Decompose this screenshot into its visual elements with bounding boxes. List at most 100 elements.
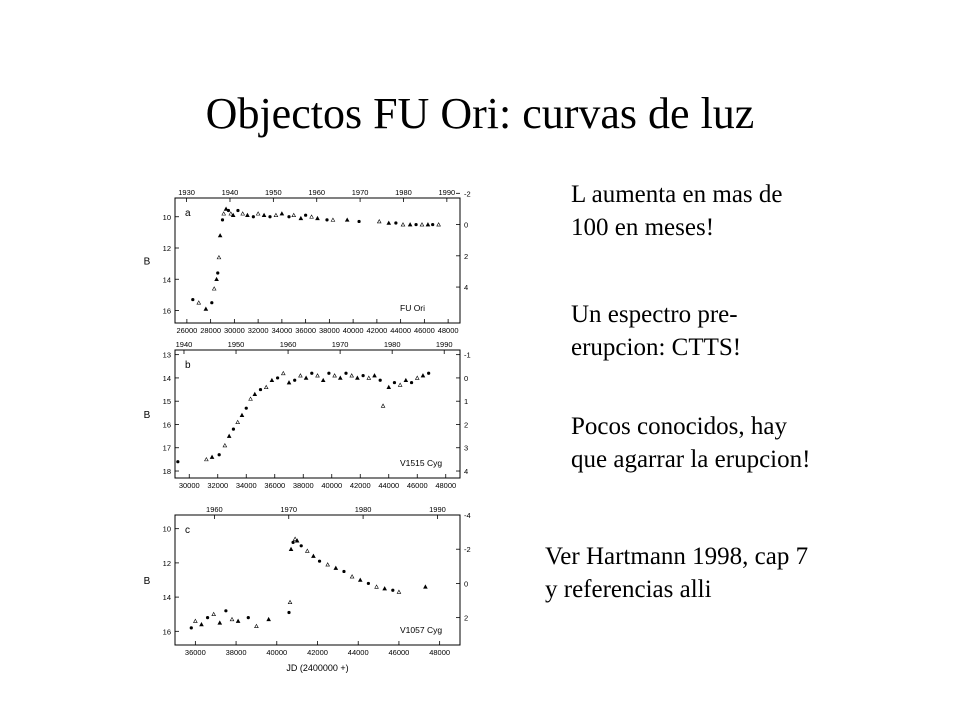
y-tick-label: 16 (163, 627, 171, 636)
y2-tick-label: -2 (464, 189, 471, 198)
y-tick-label: 16 (163, 307, 171, 316)
y2-tick-label: 0 (464, 579, 468, 588)
data-point (337, 375, 343, 380)
year-tick-label: 1980 (355, 505, 372, 514)
data-point (420, 373, 426, 378)
slide-title: Objectos FU Ori: curvas de luz (205, 89, 755, 138)
data-point (288, 546, 294, 552)
data-point (392, 380, 397, 385)
year-tick-label: 1980 (384, 340, 401, 349)
data-point (240, 211, 245, 216)
data-point (273, 212, 279, 217)
data-point (223, 206, 229, 211)
x-tick-label: 42000 (350, 481, 371, 490)
data-point (305, 548, 310, 553)
data-point (332, 373, 337, 378)
data-point (317, 559, 322, 563)
data-point (226, 208, 231, 213)
data-point (344, 371, 348, 375)
data-point (209, 454, 215, 459)
data-point (325, 218, 329, 222)
x-tick-label: 48000 (438, 326, 459, 335)
x-tick-label: 30000 (224, 326, 245, 335)
data-point (327, 371, 331, 375)
data-point (214, 276, 219, 282)
data-point (333, 565, 339, 570)
data-point (266, 616, 271, 622)
data-point (361, 374, 365, 378)
data-point (325, 562, 330, 567)
x-tick-label: 36000 (185, 648, 206, 657)
x-tick-label: 34000 (236, 481, 257, 490)
year-tick-label: 1970 (280, 505, 297, 514)
year-tick-label: 1990 (439, 188, 456, 197)
data-point (380, 403, 386, 408)
data-point (231, 427, 236, 431)
data-point (236, 208, 240, 213)
data-point (216, 254, 222, 260)
year-tick-label: 1990 (436, 340, 453, 349)
x-tick-label: 46000 (388, 648, 409, 657)
data-point (258, 387, 263, 392)
y2-tick-label: 0 (464, 374, 468, 383)
data-point (357, 577, 363, 582)
data-point (414, 375, 420, 380)
data-point (220, 218, 225, 222)
y-tick-label: 14 (163, 374, 171, 383)
note-line: que agarrar la erupcion! (571, 446, 811, 473)
data-point (217, 453, 221, 457)
data-point (196, 300, 202, 305)
data-point (309, 214, 314, 219)
data-point (261, 212, 267, 217)
year-tick-label: 1950 (228, 340, 245, 349)
data-point (191, 297, 195, 302)
data-point (252, 391, 258, 397)
data-point (287, 215, 291, 219)
note-line: L aumenta en mas de (571, 181, 783, 208)
data-point (391, 588, 395, 592)
data-point (216, 271, 220, 275)
year-tick-label: 1970 (352, 188, 369, 197)
data-point (211, 286, 217, 291)
x-axis-label: JD (2400000 +) (286, 663, 348, 673)
y2-tick-label: -4 (464, 511, 471, 520)
data-point (248, 396, 253, 401)
data-point (291, 540, 295, 544)
data-point (217, 620, 223, 625)
data-point (228, 211, 234, 216)
x-tick-label: 44000 (390, 326, 411, 335)
note-line: y referencias alli (545, 576, 712, 603)
data-point (425, 222, 431, 227)
data-point (431, 222, 435, 227)
year-tick-label: 1940 (222, 188, 239, 197)
data-point (279, 211, 285, 216)
y-tick-label: 14 (163, 593, 171, 602)
data-point (315, 215, 320, 221)
data-point (292, 536, 298, 541)
data-point (235, 618, 241, 623)
y2-tick-label: 2 (464, 252, 468, 261)
y2-tick-label: 4 (464, 467, 468, 476)
x-tick-label: 38000 (226, 648, 247, 657)
year-tick-label: 1970 (332, 340, 349, 349)
data-point (355, 375, 360, 380)
note-luminosity: L aumenta en mas de 100 en meses! (571, 178, 783, 244)
data-point (255, 211, 261, 216)
light-curves-figure: 26000 28000 30000 32000 34000 36000 38000 40000… (144, 188, 471, 673)
star-name-label: V1515 Cyg (400, 458, 442, 468)
data-point (423, 584, 428, 589)
data-point (210, 301, 214, 305)
data-point (222, 442, 228, 448)
data-point (280, 370, 286, 376)
data-point (298, 215, 304, 221)
data-point (203, 306, 209, 311)
x-tick-label: 28000 (200, 326, 221, 335)
data-point (366, 375, 372, 380)
year-tick-label: 1980 (395, 188, 412, 197)
data-point (276, 376, 280, 380)
data-point (245, 212, 250, 217)
data-point (320, 377, 326, 383)
note-line: Ver Hartmann 1998, cap 7 (545, 543, 809, 570)
data-point (229, 616, 235, 622)
data-point (211, 611, 216, 617)
